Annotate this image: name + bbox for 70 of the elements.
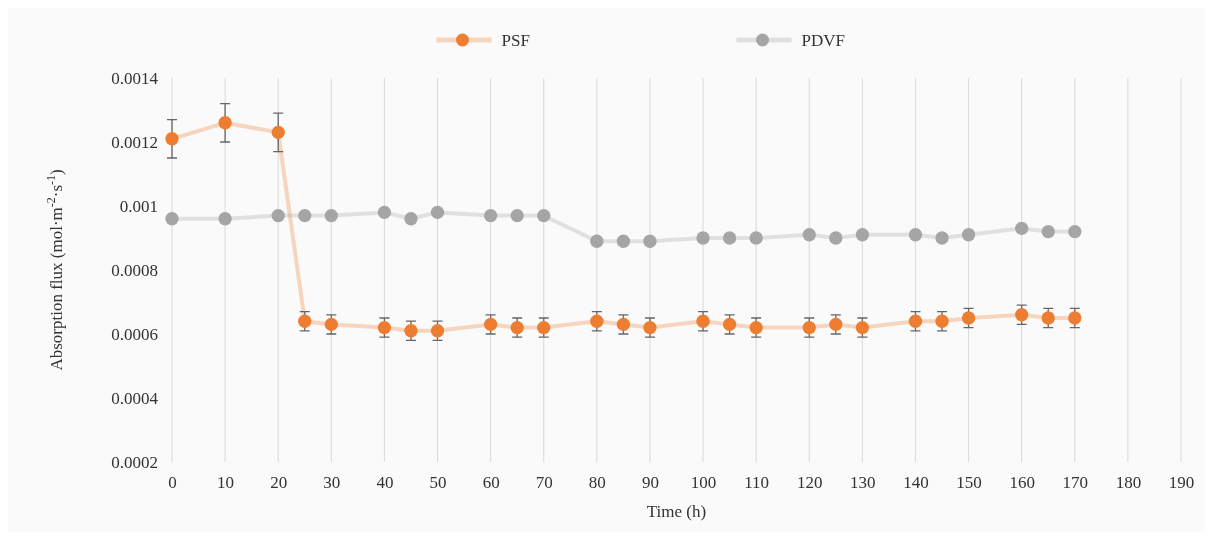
point [1068,311,1082,325]
x-tick-label: 70 [535,473,553,493]
point [961,228,976,242]
x-tick-label: 150 [956,473,982,493]
legend-label: PDVF [801,31,845,50]
x-tick-label: 30 [323,473,341,493]
point [218,116,232,130]
x-tick-label: 80 [588,473,606,493]
point [590,314,604,328]
point [1015,308,1029,322]
point [404,212,418,226]
point [483,208,498,223]
point [298,208,312,223]
point [935,314,949,328]
point [324,208,338,223]
point [218,212,232,226]
point [271,208,285,223]
x-tick-label: 100 [690,473,717,493]
y-tick-label: 0.0008 [111,260,158,280]
x-tick-label: 140 [903,473,929,493]
x-tick-label: 60 [482,473,500,493]
point [430,324,445,338]
point [722,231,737,245]
y-tick-label: 0.001 [119,196,158,216]
point [1041,224,1055,239]
point [961,311,976,325]
point [537,208,551,223]
x-tick-label: 110 [744,473,770,493]
point [696,314,710,328]
point [802,228,816,242]
point [855,228,870,242]
point [643,234,657,248]
x-tick-label: 160 [1009,473,1035,493]
y-tick-label: 0.0014 [111,68,159,88]
x-tick-label: 40 [376,473,394,493]
x-tick-label: 90 [641,473,659,493]
x-tick-label: 50 [429,473,447,493]
point [749,231,763,245]
point [616,234,631,248]
point [430,205,445,220]
point [935,231,949,245]
x-tick-label: 130 [850,473,876,493]
x-tick-label: 190 [1168,473,1195,493]
legend-label: PSF [501,31,530,50]
point [696,231,710,245]
point [510,208,524,223]
point [377,205,392,220]
y-tick-label: 0.0006 [111,324,158,344]
point [908,228,923,242]
y-tick-label: 0.0012 [111,132,158,152]
y-tick-label: 0.0002 [111,452,158,472]
point [1015,221,1029,236]
point [829,231,843,245]
x-tick-label: 20 [270,473,288,493]
x-tick-label: 0 [168,473,177,493]
point [165,132,179,146]
x-axis-title: Time (h) [646,502,707,521]
point [404,324,418,338]
y-tick-label: 0.0004 [111,388,159,408]
point [908,314,923,328]
x-tick-label: 120 [797,473,823,493]
x-tick-label: 10 [217,473,235,493]
x-tick-label: 170 [1062,473,1089,493]
point [1041,311,1055,325]
x-tick-label: 180 [1115,473,1142,493]
point [590,234,604,248]
point [298,314,312,328]
point [165,212,179,226]
point [271,125,285,140]
point [1068,224,1082,239]
